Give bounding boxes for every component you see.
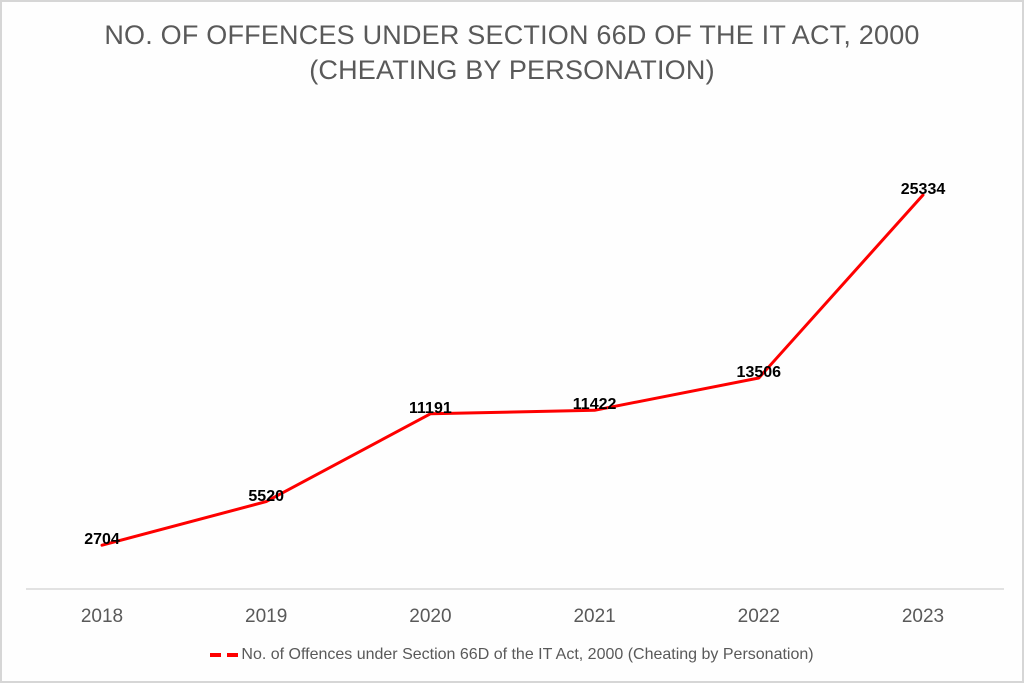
x-axis-label: 2022: [737, 606, 780, 627]
data-label: 5520: [248, 487, 284, 505]
x-axis-label: 2018: [80, 606, 124, 627]
series-line: [100, 193, 925, 547]
chart-title: NO. OF OFFENCES UNDER SECTION 66D OF THE…: [104, 20, 920, 85]
x-axis-label: 2020: [409, 606, 452, 627]
data-label: 25334: [900, 181, 946, 198]
legend-dashed-line-icon: [210, 653, 239, 657]
data-label: 2704: [84, 531, 120, 549]
legend-label: No. of Offences under Section 66D of the…: [241, 646, 814, 663]
data-label: 13506: [736, 364, 782, 382]
legend: No. of Offences under Section 66D of the…: [2, 643, 1022, 667]
data-label: 11191: [409, 399, 452, 417]
x-axis-label: 2023: [901, 606, 945, 627]
x-axis-label: 2021: [573, 606, 616, 627]
data-label: 11422: [572, 396, 617, 414]
x-axis-label: 2019: [245, 606, 288, 627]
